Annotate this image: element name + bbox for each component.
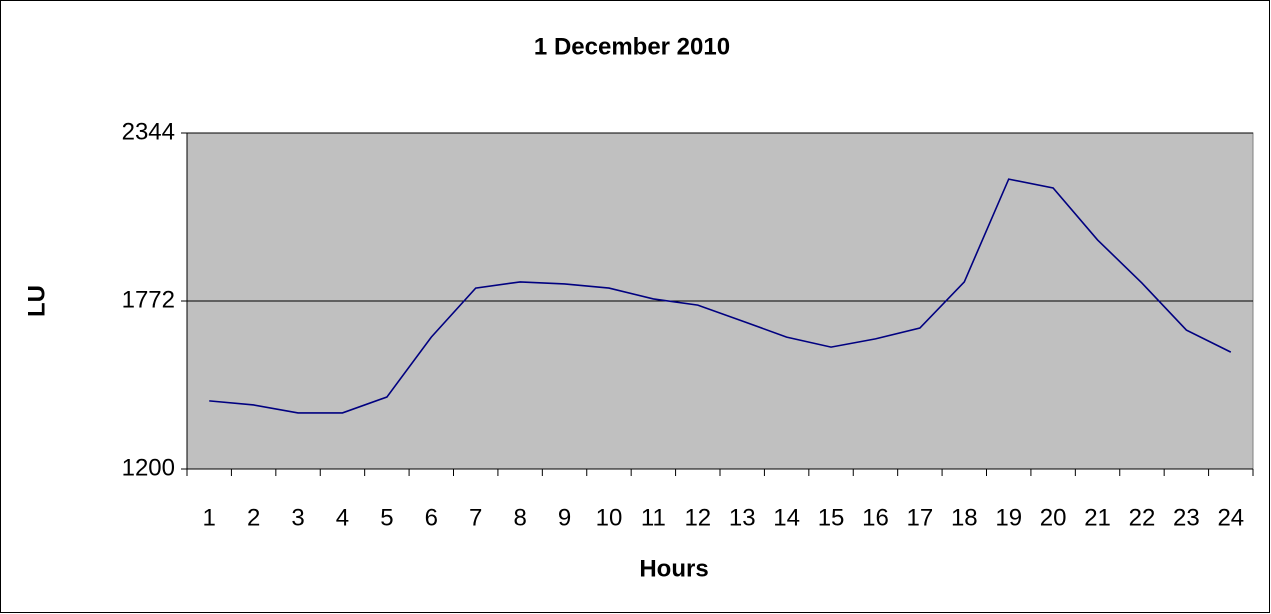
x-tick-label: 9 [558, 504, 571, 531]
x-tick-label: 13 [729, 504, 756, 531]
x-tick-label: 14 [773, 504, 800, 531]
x-tick-label: 24 [1217, 504, 1244, 531]
x-tick-label: 18 [951, 504, 978, 531]
data-line [209, 178, 1232, 414]
x-tick-label: 19 [995, 504, 1022, 531]
x-tick-label: 17 [907, 504, 934, 531]
x-tick-label: 4 [336, 504, 349, 531]
x-tick-label: 11 [641, 504, 666, 531]
x-tick-label: 23 [1173, 504, 1200, 531]
x-tick-label: 2 [247, 504, 260, 531]
y-tick-label: 2344 [122, 118, 175, 145]
x-tick-label: 22 [1129, 504, 1156, 531]
x-tick-label: 16 [862, 504, 889, 531]
x-tick-label: 15 [818, 504, 845, 531]
chart-title: 1 December 2010 [534, 33, 730, 60]
x-tick-label: 3 [291, 504, 304, 531]
y-tick-label: 1200 [122, 454, 175, 481]
x-tick-label: 6 [425, 504, 438, 531]
x-tick-label: 5 [380, 504, 393, 531]
x-tick-label: 7 [469, 504, 482, 531]
y-axis-label: LU [23, 285, 50, 317]
x-tick-label: 21 [1084, 504, 1111, 531]
y-tick-label: 1772 [122, 286, 175, 313]
x-axis-label: Hours [639, 555, 708, 582]
x-tick-label: 12 [684, 504, 711, 531]
x-tick-label: 8 [513, 504, 526, 531]
x-tick-label: 1 [203, 504, 216, 531]
x-tick-label: 10 [596, 504, 623, 531]
x-tick-label: 20 [1040, 504, 1067, 531]
